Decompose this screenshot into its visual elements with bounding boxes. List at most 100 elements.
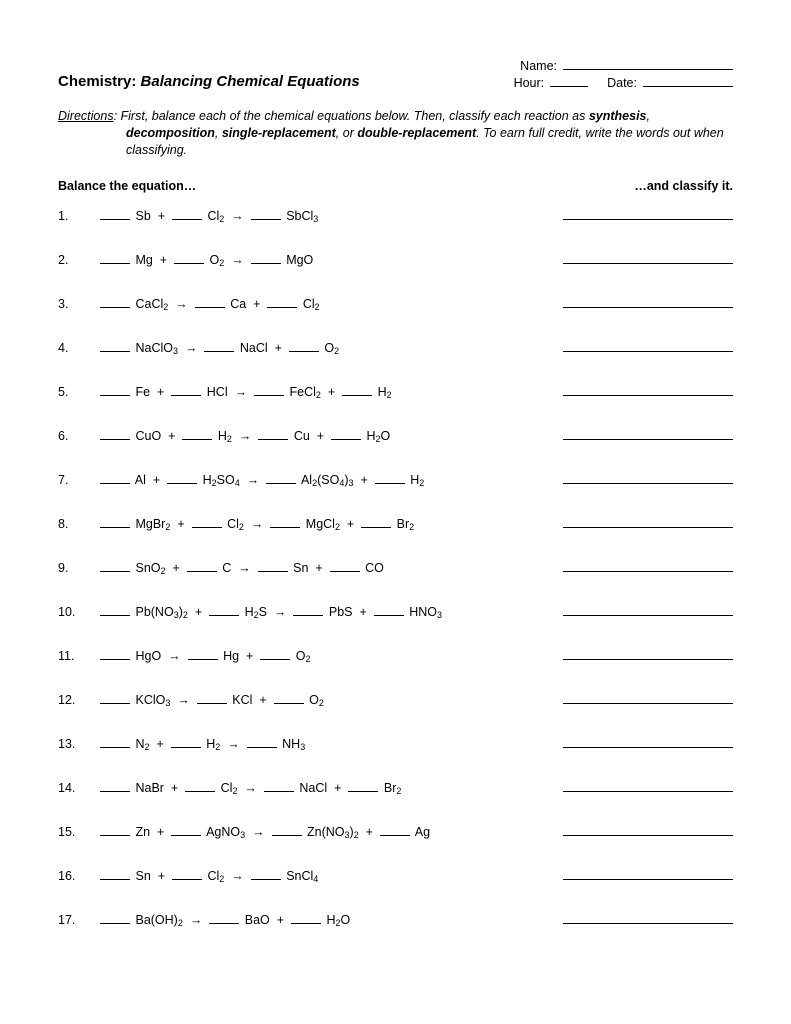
coefficient-blank[interactable]	[187, 561, 217, 572]
coefficient-blank[interactable]	[330, 561, 360, 572]
classify-blank[interactable]	[563, 693, 733, 704]
coefficient-blank[interactable]	[100, 781, 130, 792]
coefficient-blank[interactable]	[267, 297, 297, 308]
coefficient-blank[interactable]	[100, 693, 130, 704]
coefficient-blank[interactable]	[274, 693, 304, 704]
coefficient-blank[interactable]	[342, 385, 372, 396]
coefficient-blank[interactable]	[272, 825, 302, 836]
chemical-formula: NaBr	[135, 781, 163, 795]
coefficient-blank[interactable]	[182, 429, 212, 440]
coefficient-blank[interactable]	[260, 649, 290, 660]
coefficient-blank[interactable]	[171, 825, 201, 836]
coefficient-blank[interactable]	[209, 605, 239, 616]
classify-blank[interactable]	[563, 209, 733, 220]
classify-blank[interactable]	[563, 605, 733, 616]
chemical-formula: SbCl3	[286, 209, 318, 223]
problems-list: 1. Sb + Cl2 → SbCl32. Mg + O2 → MgO3. Ca…	[58, 209, 733, 928]
arrow-icon: →	[227, 737, 240, 751]
classify-blank[interactable]	[563, 649, 733, 660]
chemical-formula: PbS	[329, 605, 353, 619]
coefficient-blank[interactable]	[100, 429, 130, 440]
hour-blank[interactable]	[550, 75, 588, 87]
classify-blank[interactable]	[563, 913, 733, 924]
coefficient-blank[interactable]	[374, 605, 404, 616]
problem-number: 10.	[58, 605, 100, 619]
coefficient-blank[interactable]	[331, 429, 361, 440]
classify-blank[interactable]	[563, 429, 733, 440]
coefficient-blank[interactable]	[266, 473, 296, 484]
coefficient-blank[interactable]	[254, 385, 284, 396]
coefficient-blank[interactable]	[172, 869, 202, 880]
classify-blank[interactable]	[563, 737, 733, 748]
problem-row: 6. CuO + H2 → Cu + H2O	[58, 429, 733, 444]
coefficient-blank[interactable]	[167, 473, 197, 484]
coefficient-blank[interactable]	[204, 341, 234, 352]
date-label: Date:	[607, 76, 637, 90]
coefficient-blank[interactable]	[185, 781, 215, 792]
coefficient-blank[interactable]	[172, 209, 202, 220]
coefficient-blank[interactable]	[264, 781, 294, 792]
coefficient-blank[interactable]	[380, 825, 410, 836]
chemical-formula: NH3	[282, 737, 305, 751]
coefficient-blank[interactable]	[100, 649, 130, 660]
classify-blank[interactable]	[563, 473, 733, 484]
coefficient-blank[interactable]	[197, 693, 227, 704]
coefficient-blank[interactable]	[100, 605, 130, 616]
coefficient-blank[interactable]	[174, 253, 204, 264]
classify-blank[interactable]	[563, 341, 733, 352]
problem-number: 6.	[58, 429, 100, 443]
coefficient-blank[interactable]	[100, 253, 130, 264]
coefficient-blank[interactable]	[289, 341, 319, 352]
arrow-icon: →	[252, 825, 265, 839]
coefficient-blank[interactable]	[251, 869, 281, 880]
equation: Fe + HCl → FeCl2 + H2	[100, 385, 563, 400]
coefficient-blank[interactable]	[291, 913, 321, 924]
coefficient-blank[interactable]	[171, 385, 201, 396]
right-header: …and classify it.	[634, 179, 733, 193]
equation: Pb(NO3)2 + H2S → PbS + HNO3	[100, 605, 563, 620]
problem-row: 15. Zn + AgNO3 → Zn(NO3)2 + Ag	[58, 825, 733, 840]
coefficient-blank[interactable]	[100, 385, 130, 396]
chemical-formula: C	[222, 561, 231, 575]
coefficient-blank[interactable]	[192, 517, 222, 528]
classify-blank[interactable]	[563, 253, 733, 264]
coefficient-blank[interactable]	[270, 517, 300, 528]
classify-blank[interactable]	[563, 825, 733, 836]
coefficient-blank[interactable]	[375, 473, 405, 484]
name-blank[interactable]	[563, 58, 733, 70]
coefficient-blank[interactable]	[100, 825, 130, 836]
coefficient-blank[interactable]	[100, 297, 130, 308]
classify-blank[interactable]	[563, 781, 733, 792]
coefficient-blank[interactable]	[100, 561, 130, 572]
coefficient-blank[interactable]	[100, 869, 130, 880]
coefficient-blank[interactable]	[247, 737, 277, 748]
chemical-formula: Br2	[384, 781, 402, 795]
coefficient-blank[interactable]	[209, 913, 239, 924]
classify-blank[interactable]	[563, 385, 733, 396]
coefficient-blank[interactable]	[251, 253, 281, 264]
coefficient-blank[interactable]	[251, 209, 281, 220]
coefficient-blank[interactable]	[188, 649, 218, 660]
arrow-icon: →	[247, 473, 260, 487]
coefficient-blank[interactable]	[100, 737, 130, 748]
title-row: Chemistry: Balancing Chemical Equations …	[58, 73, 733, 90]
problem-number: 7.	[58, 473, 100, 487]
coefficient-blank[interactable]	[100, 341, 130, 352]
classify-blank[interactable]	[563, 561, 733, 572]
coefficient-blank[interactable]	[293, 605, 323, 616]
coefficient-blank[interactable]	[100, 209, 130, 220]
coefficient-blank[interactable]	[171, 737, 201, 748]
coefficient-blank[interactable]	[100, 517, 130, 528]
coefficient-blank[interactable]	[258, 561, 288, 572]
classify-blank[interactable]	[563, 297, 733, 308]
classify-blank[interactable]	[563, 869, 733, 880]
coefficient-blank[interactable]	[258, 429, 288, 440]
date-blank[interactable]	[643, 75, 733, 87]
coefficient-blank[interactable]	[195, 297, 225, 308]
arrow-icon: →	[274, 605, 287, 619]
coefficient-blank[interactable]	[348, 781, 378, 792]
coefficient-blank[interactable]	[100, 913, 130, 924]
coefficient-blank[interactable]	[100, 473, 130, 484]
classify-blank[interactable]	[563, 517, 733, 528]
coefficient-blank[interactable]	[361, 517, 391, 528]
